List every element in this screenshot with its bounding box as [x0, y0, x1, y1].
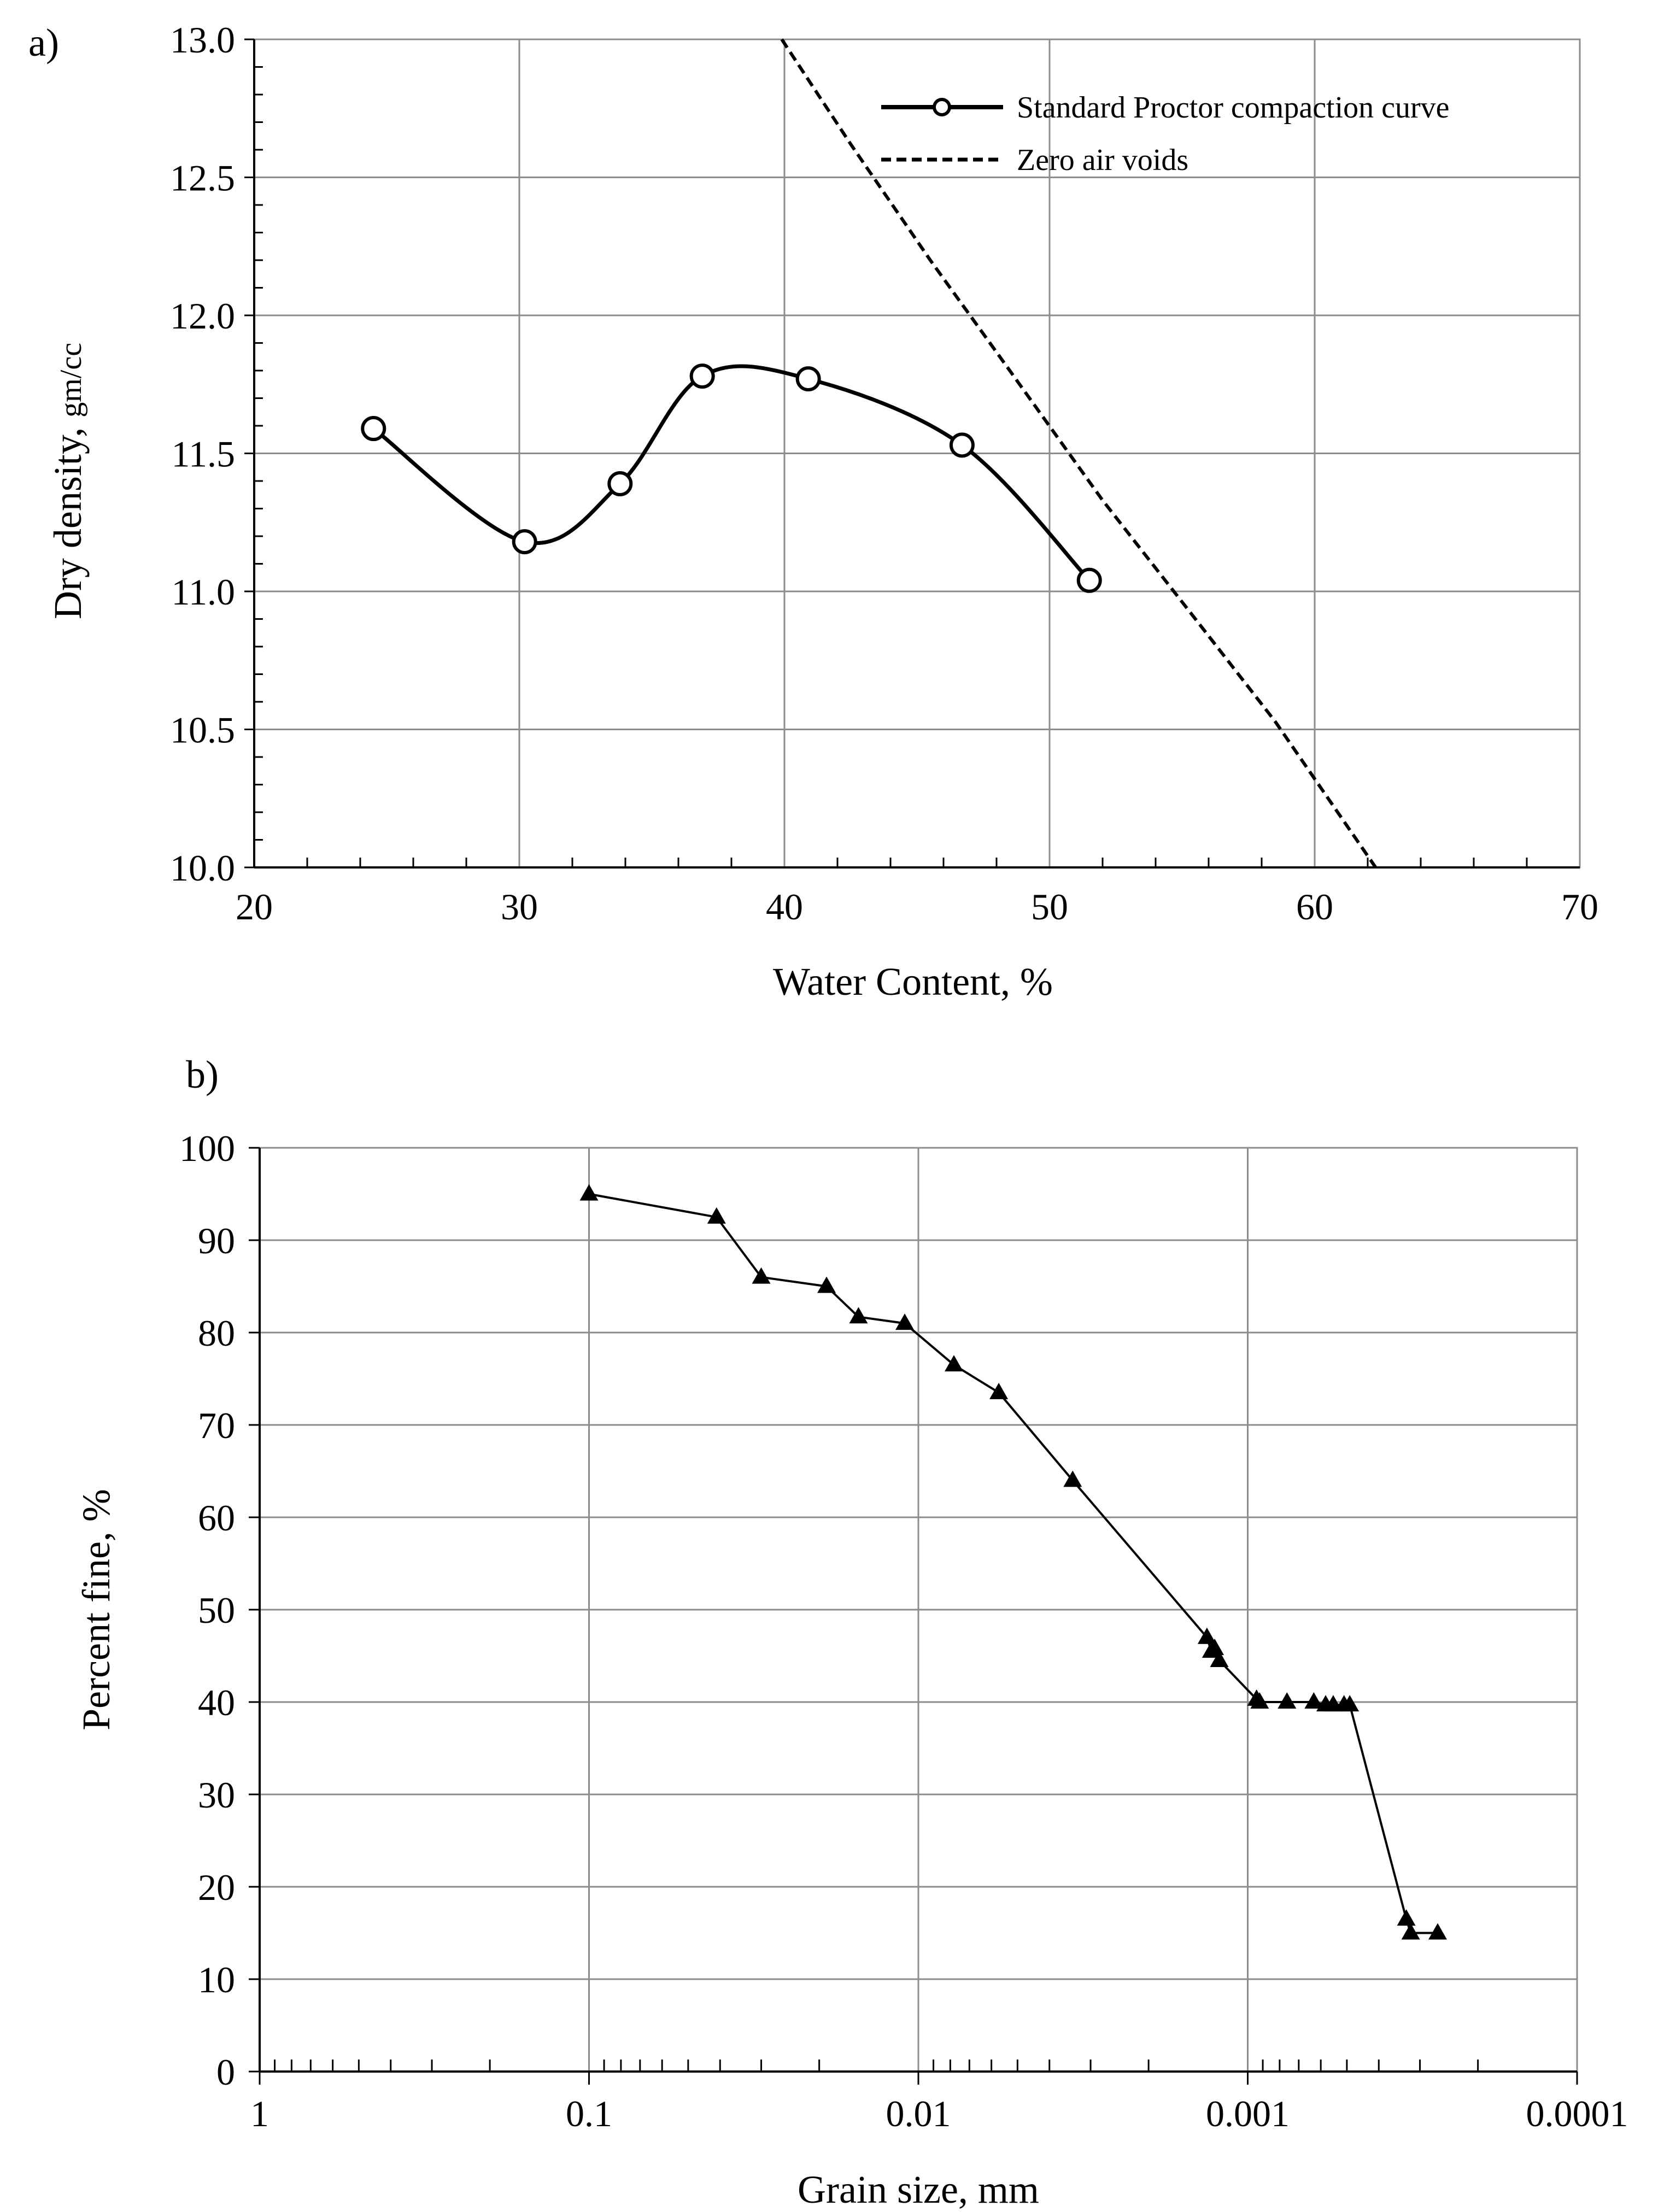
grain-size-curve [589, 1193, 1438, 1934]
panel-b-label: b) [186, 1053, 219, 1096]
compaction-y-axis-title: Dry density, gm/cc [46, 343, 90, 619]
grain-size-y-tick-label: 20 [198, 1867, 235, 1908]
grain-size-y-tick-labels: 0 10 20 30 40 50 60 70 80 90 100 [179, 1128, 235, 2093]
proctor-data-point [949, 432, 975, 458]
grain-size-y-axis-title: Percent fine, % [74, 1489, 118, 1730]
grain-size-chart: b) 1 0.1 0.01 0.001 0.0001 0 10 20 30 40 50 60 70 80… [74, 1053, 1628, 2211]
compaction-grid [254, 39, 1580, 867]
grain-size-data-point [895, 1313, 915, 1330]
grain-size-data-point [579, 1184, 599, 1201]
grain-size-x-axis-title: Grain size, mm [798, 2168, 1039, 2211]
grain-size-data-point [945, 1355, 964, 1372]
grain-size-data-point [752, 1267, 771, 1284]
compaction-y-tick-label: 12.0 [170, 295, 235, 337]
compaction-y-tick-label: 12.5 [170, 157, 235, 199]
grain-size-x-tick-label: 0.1 [566, 2093, 612, 2134]
legend-proctor-marker [933, 98, 951, 116]
grain-size-y-tick-label: 100 [179, 1128, 235, 1169]
compaction-x-tick-label: 70 [1561, 886, 1598, 928]
grain-size-x-tick-labels: 1 0.1 0.01 0.001 0.0001 [250, 2093, 1628, 2134]
compaction-x-tick-label: 50 [1031, 886, 1068, 928]
compaction-y-tick-label: 13.0 [170, 19, 235, 61]
grain-size-ticks [249, 1147, 1578, 2085]
compaction-x-axis-title: Water Content, % [773, 960, 1053, 1004]
compaction-y-axis-title-main: Dry density, [46, 427, 90, 619]
grain-size-y-tick-label: 10 [198, 1959, 235, 2000]
legend-proctor-label: Standard Proctor compaction curve [1017, 91, 1450, 125]
proctor-data-point [512, 529, 537, 555]
grain-size-data-point [707, 1207, 726, 1224]
grain-size-y-tick-label: 80 [198, 1312, 235, 1354]
compaction-y-tick-labels: 10.0 10.5 11.0 11.5 12.0 12.5 13.0 [170, 19, 235, 889]
grain-size-data-point [1197, 1627, 1216, 1644]
grain-size-y-tick-label: 0 [216, 2051, 235, 2093]
panel-a-label: a) [28, 21, 59, 64]
grain-size-x-tick-label: 0.001 [1206, 2093, 1290, 2134]
proctor-data-point [361, 416, 386, 442]
proctor-data-point [795, 366, 821, 392]
grain-size-data-point [1278, 1692, 1297, 1709]
grain-size-data-point [1210, 1650, 1229, 1667]
zero-air-voids-line [780, 38, 1377, 869]
grain-size-data-point [1250, 1692, 1269, 1709]
grain-size-data-point [1304, 1692, 1323, 1709]
compaction-ticks [244, 38, 1528, 869]
compaction-x-tick-label: 60 [1296, 886, 1333, 928]
compaction-y-tick-label: 11.5 [172, 433, 235, 475]
grain-size-data-point [1340, 1695, 1360, 1712]
compaction-x-tick-label: 40 [766, 886, 803, 928]
compaction-y-tick-label: 10.5 [170, 709, 235, 751]
grain-size-y-tick-label: 40 [198, 1682, 235, 1723]
legend-zav-label: Zero air voids [1017, 143, 1188, 177]
compaction-x-tick-label: 30 [501, 886, 538, 928]
proctor-compaction-curve [372, 364, 1091, 582]
grain-size-x-tick-label: 0.01 [886, 2093, 951, 2134]
compaction-x-tick-labels: 20 30 40 50 60 70 [236, 886, 1598, 928]
grain-size-data-point [989, 1382, 1009, 1399]
compaction-y-tick-label: 11.0 [172, 571, 235, 613]
grain-size-y-tick-label: 70 [198, 1405, 235, 1446]
proctor-data-point [1076, 567, 1102, 593]
compaction-x-tick-label: 20 [236, 886, 273, 928]
compaction-y-axis-title-unit: gm/cc [54, 343, 88, 418]
grain-size-data-point [1401, 1923, 1420, 1940]
compaction-series [361, 38, 1377, 869]
grain-size-data-point [1428, 1923, 1447, 1940]
grain-size-y-tick-label: 60 [198, 1497, 235, 1539]
grain-size-data-point [817, 1276, 836, 1293]
proctor-data-point [689, 363, 715, 389]
grain-size-x-tick-label: 0.0001 [1526, 2093, 1628, 2134]
compaction-legend: Standard Proctor compaction curve Zero a… [881, 91, 1450, 177]
grain-size-y-tick-label: 30 [198, 1774, 235, 1816]
grain-size-y-tick-label: 90 [198, 1220, 235, 1262]
grain-size-y-tick-label: 50 [198, 1589, 235, 1631]
proctor-data-point [607, 471, 633, 497]
grain-size-data-point [849, 1307, 868, 1324]
compaction-y-tick-label: 10.0 [170, 847, 235, 889]
grain-size-series [579, 1184, 1447, 1940]
grain-size-grid [260, 1148, 1577, 2072]
grain-size-data-point [1063, 1470, 1082, 1487]
grain-size-x-tick-label: 1 [250, 2093, 269, 2134]
grain-size-data-point [1397, 1909, 1416, 1926]
compaction-chart: a) 20 30 40 50 60 70 10.0 10.5 11.0 11.5 12.0 12.5… [28, 19, 1598, 1004]
